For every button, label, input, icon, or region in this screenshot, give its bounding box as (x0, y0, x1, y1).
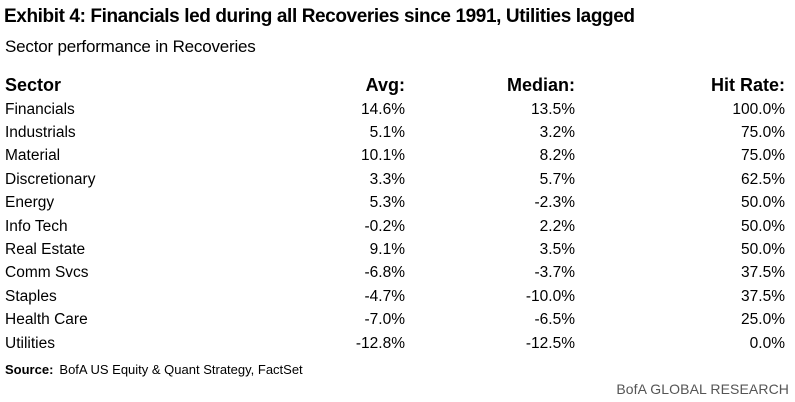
cell-hit-rate: 37.5% (741, 287, 785, 305)
header-sector: Sector (5, 74, 62, 95)
table-row: Real Estate 9.1% 3.5% 50.0% (5, 238, 785, 261)
brand-footer: BofA GLOBAL RESEARCH (616, 381, 789, 397)
cell-sector: Comm Svcs (5, 264, 89, 282)
header-hit-rate: Hit Rate: (710, 74, 785, 95)
cell-avg: -12.8% (355, 334, 405, 352)
cell-sector: Utilities (5, 334, 55, 352)
cell-sector: Discretionary (5, 170, 96, 188)
cell-avg: -4.7% (364, 287, 406, 305)
cell-median: -2.3% (534, 194, 576, 212)
cell-avg: 10.1% (361, 147, 405, 165)
cell-hit-rate: 0.0% (749, 334, 785, 352)
cell-median: 3.2% (539, 124, 575, 142)
cell-hit-rate: 75.0% (741, 147, 785, 165)
table-header: Sector Avg: Median: Hit Rate: (5, 72, 785, 98)
cell-median: -10.0% (525, 287, 575, 305)
table-row: Comm Svcs -6.8% -3.7% 37.5% (5, 262, 785, 285)
source-label: Source: (5, 362, 54, 377)
cell-avg: -0.2% (364, 217, 406, 235)
cell-median: -6.5% (534, 311, 576, 329)
cell-hit-rate: 75.0% (741, 124, 785, 142)
table-body: Financials 14.6% 13.5% 100.0% Industrial… (5, 98, 785, 355)
header-median: Median: (506, 74, 575, 95)
table-row: Staples -4.7% -10.0% 37.5% (5, 285, 785, 308)
cell-hit-rate: 50.0% (741, 217, 785, 235)
cell-avg: 5.3% (369, 194, 405, 212)
table-row: Financials 14.6% 13.5% 100.0% (5, 98, 785, 121)
cell-median: 13.5% (531, 100, 575, 118)
cell-avg: -6.8% (364, 264, 406, 282)
cell-avg: 3.3% (369, 170, 405, 188)
cell-sector: Financials (5, 100, 75, 118)
table-row: Discretionary 3.3% 5.7% 62.5% (5, 168, 785, 191)
cell-hit-rate: 100.0% (732, 100, 785, 118)
cell-median: -3.7% (534, 264, 576, 282)
table-row: Material 10.1% 8.2% 75.0% (5, 145, 785, 168)
header-avg: Avg: (365, 74, 405, 95)
cell-sector: Real Estate (5, 241, 86, 259)
header-row: Sector Avg: Median: Hit Rate: (5, 72, 785, 98)
cell-sector: Energy (5, 194, 55, 212)
cell-median: -12.5% (525, 334, 575, 352)
table-row: Utilities -12.8% -12.5% 0.0% (5, 332, 785, 355)
cell-sector: Health Care (5, 311, 88, 329)
cell-median: 3.5% (539, 241, 575, 259)
cell-sector: Industrials (5, 124, 76, 142)
cell-hit-rate: 62.5% (741, 170, 785, 188)
cell-avg: 14.6% (361, 100, 405, 118)
cell-avg: -7.0% (364, 311, 406, 329)
table-row: Info Tech -0.2% 2.2% 50.0% (5, 215, 785, 238)
cell-hit-rate: 25.0% (741, 311, 785, 329)
table-row: Energy 5.3% -2.3% 50.0% (5, 192, 785, 215)
cell-hit-rate: 50.0% (741, 194, 785, 212)
sector-performance-table: Sector Avg: Median: Hit Rate: Financials… (5, 72, 785, 355)
cell-sector: Info Tech (5, 217, 68, 235)
cell-hit-rate: 50.0% (741, 241, 785, 259)
exhibit-subtitle: Sector performance in Recoveries (5, 37, 256, 56)
exhibit-title: Exhibit 4: Financials led during all Rec… (4, 6, 635, 27)
cell-avg: 9.1% (369, 241, 405, 259)
cell-avg: 5.1% (369, 124, 405, 142)
cell-median: 8.2% (539, 147, 575, 165)
source-text: BofA US Equity & Quant Strategy, FactSet (59, 362, 303, 377)
cell-median: 5.7% (539, 170, 575, 188)
source-note: Source: BofA US Equity & Quant Strategy, … (5, 362, 303, 377)
table-row: Health Care -7.0% -6.5% 25.0% (5, 309, 785, 332)
table-row: Industrials 5.1% 3.2% 75.0% (5, 121, 785, 144)
cell-sector: Material (5, 147, 61, 165)
cell-hit-rate: 37.5% (741, 264, 785, 282)
cell-median: 2.2% (539, 217, 575, 235)
cell-sector: Staples (5, 287, 57, 305)
